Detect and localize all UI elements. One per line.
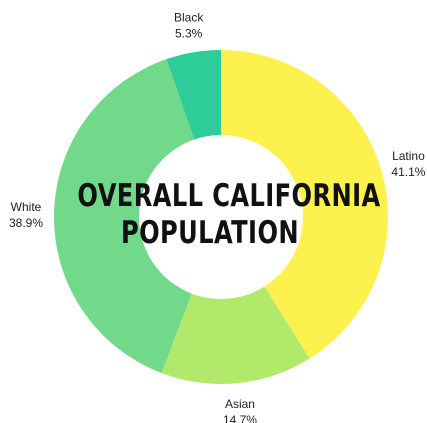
chart-title-line-1: OVERALL CALIFORNIA <box>77 178 381 214</box>
slice-asian <box>161 286 310 384</box>
slice-category-label: Latino <box>392 149 425 163</box>
slice-category-label: Black <box>174 11 204 25</box>
chart-title: OVERALL CALIFORNIA POPULATION <box>77 178 381 252</box>
slice-label-black: Black 5.3% <box>174 11 204 41</box>
slice-value-label: 5.3% <box>175 27 203 41</box>
donut-slices <box>54 50 388 384</box>
slice-white <box>54 59 195 374</box>
slice-value-label: 41.1% <box>391 165 425 179</box>
slice-latino <box>221 50 388 359</box>
slice-value-label: 38.9% <box>9 216 43 230</box>
slice-value-label: 14.7% <box>223 413 257 423</box>
slice-category-label: Asian <box>225 397 255 411</box>
chart-title-line-2: POPULATION <box>120 215 300 251</box>
slice-category-label: White <box>11 200 42 214</box>
slice-label-asian: Asian 14.7% <box>223 397 257 423</box>
slice-label-white: White 38.9% <box>9 200 43 230</box>
slice-black <box>166 50 221 140</box>
slice-label-latino: Latino 41.1% <box>391 149 425 179</box>
slice-labels: Latino 41.1% Asian 14.7% White 38.9% Black 5.3% <box>9 11 426 423</box>
